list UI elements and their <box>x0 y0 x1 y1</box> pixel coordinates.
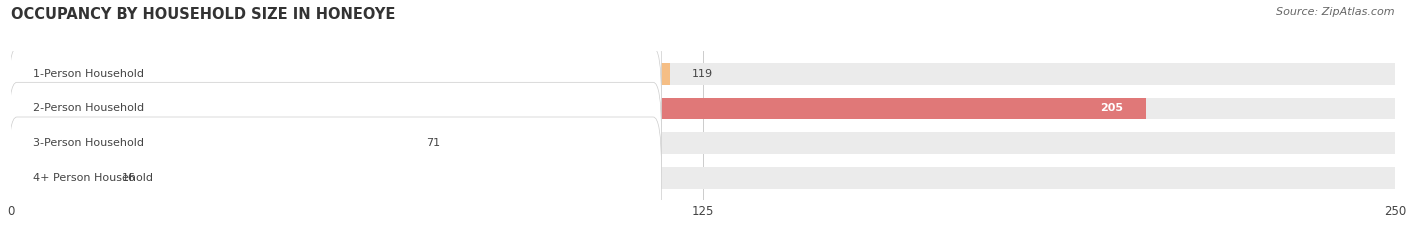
Text: 3-Person Household: 3-Person Household <box>34 138 145 148</box>
Text: 119: 119 <box>692 69 713 79</box>
Text: Source: ZipAtlas.com: Source: ZipAtlas.com <box>1277 7 1395 17</box>
Bar <box>11 132 1395 154</box>
Bar <box>11 63 669 85</box>
Text: 1-Person Household: 1-Person Household <box>34 69 145 79</box>
Text: 2-Person Household: 2-Person Household <box>34 103 145 113</box>
FancyBboxPatch shape <box>8 82 661 204</box>
FancyBboxPatch shape <box>8 48 661 169</box>
Bar <box>11 98 1146 119</box>
Text: 16: 16 <box>122 173 136 183</box>
Text: 71: 71 <box>426 138 440 148</box>
FancyBboxPatch shape <box>8 13 661 135</box>
Bar <box>11 63 1395 85</box>
Text: 205: 205 <box>1101 103 1123 113</box>
Text: OCCUPANCY BY HOUSEHOLD SIZE IN HONEOYE: OCCUPANCY BY HOUSEHOLD SIZE IN HONEOYE <box>11 7 395 22</box>
Bar <box>11 132 404 154</box>
FancyBboxPatch shape <box>8 117 661 233</box>
Bar <box>11 167 100 188</box>
Bar <box>11 167 1395 188</box>
Text: 4+ Person Household: 4+ Person Household <box>34 173 153 183</box>
Bar <box>11 98 1395 119</box>
